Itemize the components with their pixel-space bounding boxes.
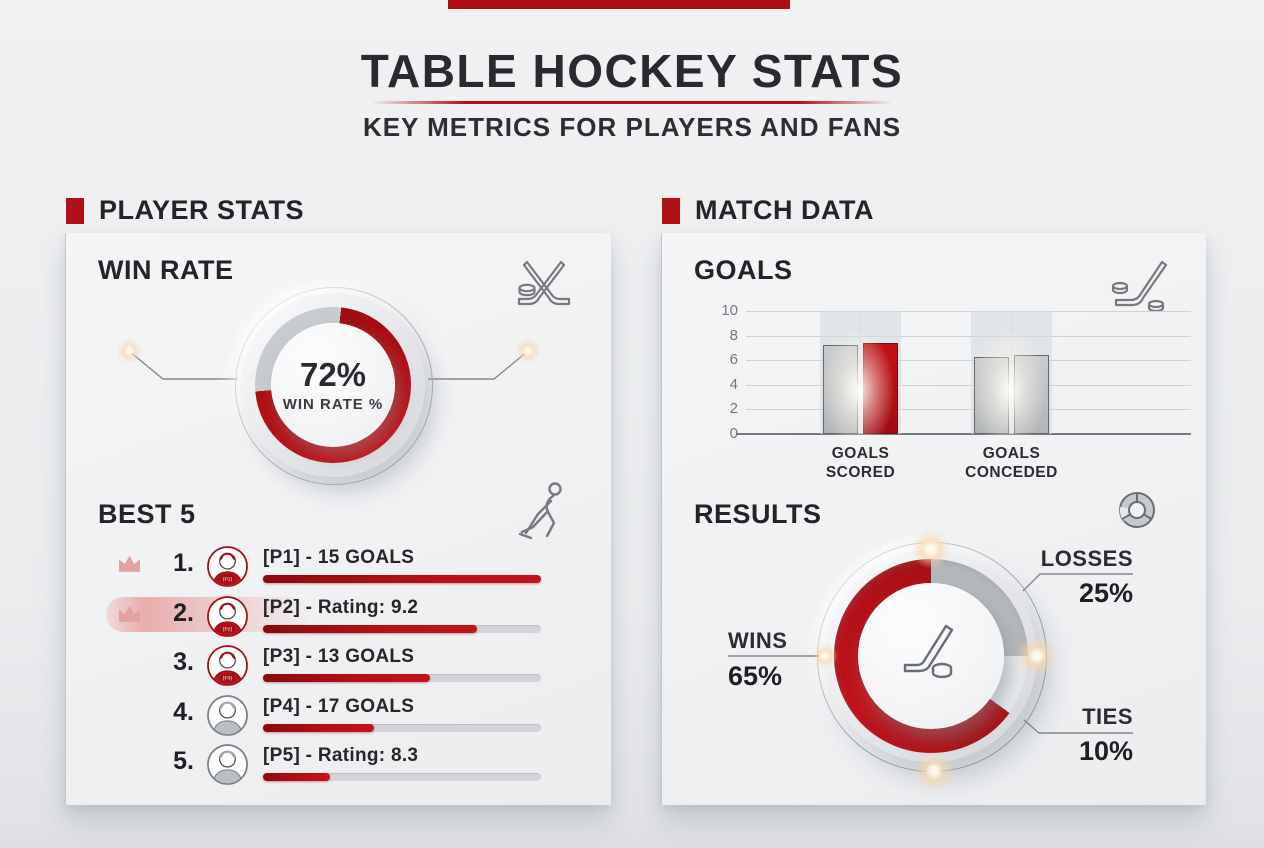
win-rate-title: WIN RATE: [98, 255, 234, 285]
player-stats-header: PLAYER STATS: [66, 195, 305, 226]
wins-label: WINS: [728, 628, 788, 653]
match-data-card: GOALS 0 2 4 6 8 10 GOALS SCORED GOALS CONCEDED …: [661, 233, 1206, 805]
red-square-marker: [66, 198, 84, 224]
player-avatar: [P2]: [207, 595, 248, 637]
gridline: [746, 409, 1191, 411]
goals-plot: 0 2 4 6 8 10 GOALS SCORED GOALS CONCEDED: [721, 302, 1191, 481]
avatar-badge-text: [P1]: [223, 576, 232, 582]
crossed-hockey-sticks-icon: [515, 257, 573, 315]
bar-goals-conceded-2: [1014, 355, 1049, 434]
player-progress-track: [263, 575, 541, 583]
glow-dot: [116, 338, 142, 364]
gridline: [746, 434, 1191, 435]
bar-goals-scored-2: [863, 342, 898, 434]
avatar-badge: [P3]: [220, 673, 235, 682]
section-title: MATCH DATA: [695, 195, 874, 225]
page-title: TABLE HOCKEY STATS: [360, 45, 904, 97]
player-label: [P2] - Rating: 9.2: [263, 596, 419, 618]
player-progress-fill: [263, 773, 330, 781]
y-axis-tick-label: 0: [729, 425, 738, 442]
player-progress-fill: [263, 624, 478, 633]
hockey-player-icon: [517, 481, 569, 541]
glow-dot: [515, 338, 541, 364]
hockey-stick-puck-icon: [903, 624, 954, 679]
player-label: [P3] - 13 GOALS: [263, 646, 415, 667]
gridline: [746, 335, 1191, 337]
y-axis-tick-label: 4: [729, 375, 738, 393]
list-item: 5. [P5] - Rating: 8.3: [98, 742, 579, 791]
player-rank: 2.: [173, 598, 194, 627]
gridline: [746, 384, 1191, 386]
player-label: [P1] - 15 GOALS: [263, 547, 415, 568]
player-label: [P5] - Rating: 8.3: [263, 745, 419, 766]
list-item: 2. [P2] [P2] - Rating: 9.2: [98, 594, 579, 643]
gridline: [746, 360, 1191, 362]
player-progress-track: [263, 624, 541, 633]
results-title: RESULTS: [694, 499, 822, 529]
player-label: [P4] - 17 GOALS: [263, 695, 415, 717]
y-axis-tick-label: 10: [721, 302, 738, 319]
red-square-marker: [662, 198, 680, 224]
ties-value: 10%: [1078, 736, 1133, 766]
player-rank: 5.: [173, 747, 194, 775]
player-progress-fill: [263, 723, 375, 732]
avatar-badge-text: [P3]: [223, 675, 232, 681]
donut-chart-icon: [1110, 483, 1164, 537]
avatar-badge: [P1]: [220, 574, 235, 583]
crown-icon: [119, 555, 140, 572]
player-stats-card: WIN RATE 72% WIN RATE % BEST 5: [65, 233, 611, 805]
player-avatar: [P1]: [207, 546, 248, 587]
winrate-center: 72% WIN RATE %: [271, 323, 395, 447]
player-progress-fill: [263, 575, 541, 583]
bar-goals-conceded-1: [974, 356, 1009, 434]
best5-list: 1. [P1] [P1] - 15 GOALS 2.: [98, 544, 579, 796]
goals-title: GOALS: [694, 255, 793, 285]
section-title: PLAYER STATS: [99, 195, 305, 225]
player-avatar: [207, 744, 248, 785]
player-progress-track: [263, 773, 541, 781]
winrate-value: 72%: [299, 355, 367, 393]
ties-label: TIES: [1082, 704, 1133, 729]
player-progress-track: [263, 723, 541, 732]
list-item: 3. [P3] [P3] - 13 GOALS: [98, 643, 579, 692]
avatar-badge-text: [P2]: [223, 626, 232, 632]
crown-icon: [119, 605, 140, 622]
player-progress-fill: [263, 674, 430, 682]
winrate-donut-outline: [235, 287, 433, 485]
player-avatar: [207, 694, 248, 736]
player-rank: 1.: [173, 549, 194, 577]
player-rank: 3.: [173, 648, 194, 676]
player-rank: 4.: [173, 697, 194, 726]
losses-label: LOSSES: [1040, 546, 1133, 571]
y-axis-tick-label: 2: [729, 400, 738, 418]
avatar-badge: [P2]: [220, 623, 235, 633]
wins-value: 65%: [728, 661, 783, 691]
best5-title: BEST 5: [98, 499, 196, 529]
page-subtitle: KEY METRICS FOR PLAYERS AND FANS: [362, 112, 902, 142]
losses-value: 25%: [1078, 578, 1133, 608]
y-axis-tick-label: 6: [729, 351, 738, 369]
winrate-label: WIN RATE %: [282, 395, 384, 413]
bar-goals-scored-1: [823, 345, 858, 434]
hockey-stick-pucks-icon: [1106, 259, 1170, 313]
match-data-header: MATCH DATA: [662, 195, 874, 226]
player-avatar: [P3]: [207, 645, 248, 686]
category-label: GOALS CONCEDED: [965, 445, 1058, 482]
gridline: [746, 311, 1191, 312]
player-progress-track: [263, 674, 541, 682]
list-item: 1. [P1] [P1] - 15 GOALS: [98, 544, 579, 593]
y-axis-tick-label: 8: [729, 326, 738, 344]
results-center: [858, 583, 1004, 729]
top-accent-bar: [448, 0, 790, 9]
list-item: 4. [P4] - 17 GOALS: [98, 693, 579, 742]
category-label: GOALS SCORED: [825, 445, 896, 482]
title-divider: [372, 101, 892, 104]
